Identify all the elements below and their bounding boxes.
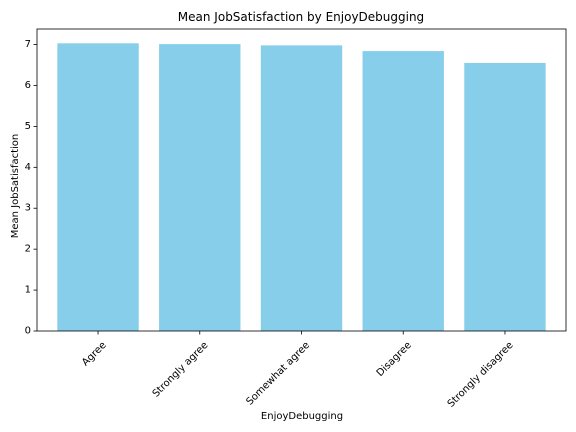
y-tick-label: 6 bbox=[25, 80, 31, 91]
x-axis-label: EnjoyDebugging bbox=[261, 411, 343, 422]
plot-frame bbox=[36, 28, 567, 332]
chart-title: Mean JobSatisfaction by EnjoyDebugging bbox=[178, 10, 424, 24]
bars bbox=[57, 43, 546, 332]
x-tick-label: Strongly disagree bbox=[446, 340, 516, 410]
x-tick-label: Strongly agree bbox=[151, 340, 211, 400]
bar-agree bbox=[57, 43, 139, 331]
bar-strongly-disagree bbox=[464, 62, 546, 331]
x-tick-label: Somewhat agree bbox=[244, 340, 312, 408]
y-tick-label: 0 bbox=[25, 326, 31, 337]
bar-strongly-agree bbox=[159, 44, 241, 331]
y-tick-label: 1 bbox=[25, 285, 31, 296]
bar-disagree bbox=[362, 51, 444, 331]
plot-area: 0 1 2 3 4 5 6 7 Agree Strongly agree Somewhat agr… bbox=[25, 28, 567, 410]
y-tick-label: 5 bbox=[25, 121, 31, 132]
y-axis: 0 1 2 3 4 5 6 7 bbox=[25, 39, 37, 337]
x-tick-label: Disagree bbox=[375, 340, 414, 379]
y-tick-label: 7 bbox=[25, 39, 31, 50]
y-tick-label: 3 bbox=[25, 203, 31, 214]
y-axis-label: Mean JobSatisfaction bbox=[10, 134, 21, 239]
x-axis: Agree Strongly agree Somewhat agree Disagre… bbox=[80, 331, 516, 410]
bar-somewhat-agree bbox=[260, 45, 343, 332]
y-tick-label: 2 bbox=[25, 244, 31, 255]
x-tick-label: Agree bbox=[80, 340, 109, 369]
y-tick-label: 4 bbox=[25, 162, 31, 173]
